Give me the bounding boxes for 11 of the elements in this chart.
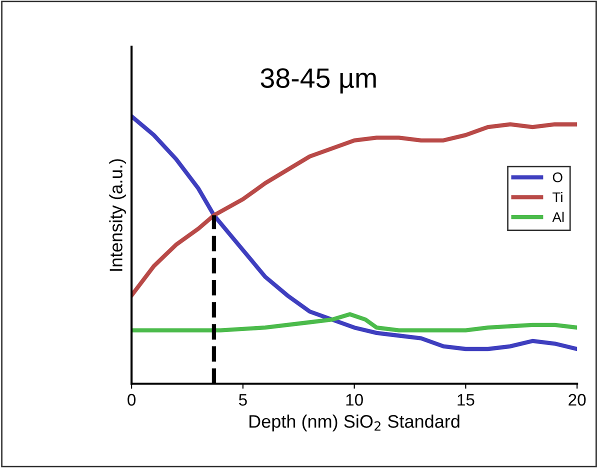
x-tick-label: 15 bbox=[458, 394, 474, 406]
x-axis-title: Depth (nm) SiO$_{2}$ Standard bbox=[250, 414, 460, 432]
x-tick-label: 10 bbox=[346, 394, 363, 406]
legend-label: O bbox=[552, 172, 562, 182]
x-tick-label: 0 bbox=[128, 394, 136, 406]
legend-label: Al bbox=[552, 212, 564, 222]
x-tick-label: 5 bbox=[238, 394, 247, 406]
legend-label: Ti bbox=[552, 192, 562, 202]
x-tick-label: 20 bbox=[568, 394, 586, 406]
y-axis-title: Intensity (a.u.) bbox=[109, 159, 126, 271]
chart-title: 38-45 µm bbox=[260, 68, 376, 94]
